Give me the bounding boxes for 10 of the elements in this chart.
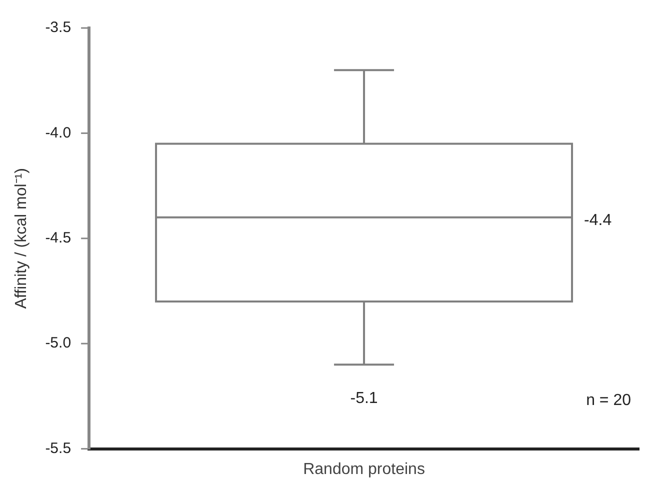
y-tick-label: -4.0 <box>45 124 72 142</box>
y-tick-label: -5.0 <box>45 334 72 352</box>
y-tick-label: -5.5 <box>45 440 72 457</box>
annotation: -5.1 <box>350 390 378 408</box>
x-tick-label: Random proteins <box>303 460 425 478</box>
text: n = 20 <box>586 392 632 410</box>
y-tick-label: -4.5 <box>45 230 72 247</box>
y-axis-title: Affinity / (kcal mol⁻¹) <box>13 168 30 309</box>
y-tick-label: -3.5 <box>45 19 72 36</box>
text: -4.4 <box>584 212 612 229</box>
